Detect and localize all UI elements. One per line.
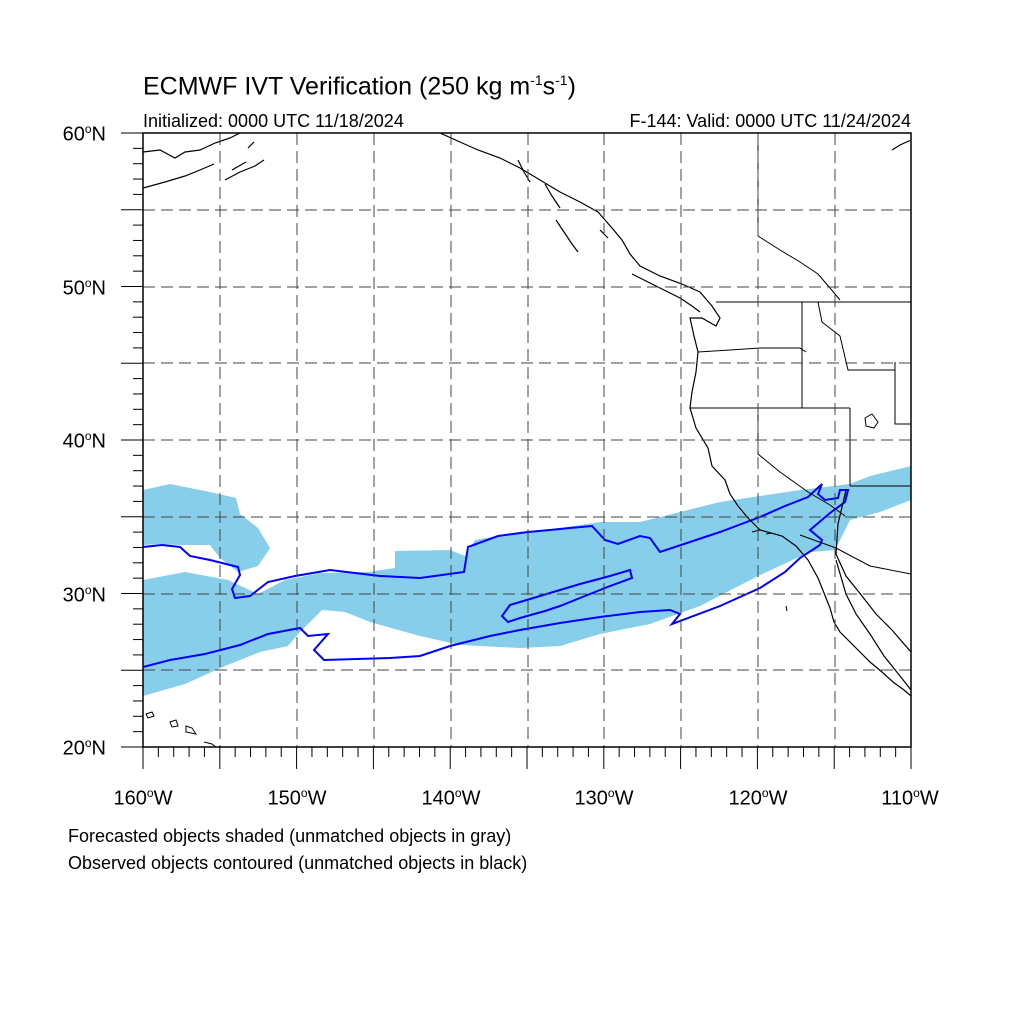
alaska-coast-2	[143, 163, 215, 189]
plot-title: ECMWF IVT Verification (250 kg m-1s-1)	[143, 72, 576, 101]
channel-islands	[751, 529, 773, 535]
border-canada-provinces	[757, 235, 841, 301]
hawaii-island-2	[169, 719, 179, 728]
lon-label-120w: 120oW	[728, 786, 788, 810]
great-salt-lake	[864, 413, 879, 429]
observed-contour-main	[143, 483, 850, 668]
political-borders	[690, 133, 911, 575]
lon-label-150w: 150oW	[267, 786, 327, 810]
axis-ticks	[121, 132, 912, 769]
border-us-mexico	[799, 534, 911, 575]
forecast-object-west	[143, 484, 270, 572]
lon-label-110w: 110oW	[881, 786, 939, 810]
alaska-islands	[224, 141, 265, 181]
lon-label-130w: 130oW	[574, 786, 634, 810]
guadalupe-island	[785, 605, 788, 612]
border-id-east	[817, 301, 895, 371]
forecast-object-main	[143, 466, 911, 696]
lat-label-50n: 50oN	[62, 276, 106, 300]
gulf-of-california-coast	[835, 489, 911, 653]
lon-label-140w: 140oW	[421, 786, 481, 810]
valid-time: F-144: Valid: 0000 UTC 11/24/2024	[629, 111, 911, 131]
lat-lon-grid	[143, 133, 911, 747]
bc-islands	[517, 159, 609, 253]
hawaii-island-1	[145, 711, 155, 719]
observed-objects	[143, 483, 850, 668]
vancouver-island	[631, 273, 701, 313]
hawaii-island-4	[203, 741, 217, 747]
border-ut-co	[894, 362, 911, 425]
lon-label-160w: 160oW	[113, 786, 173, 810]
forecast-objects	[143, 466, 911, 696]
initialized-time: Initialized: 0000 UTC 11/18/2024	[143, 111, 404, 131]
hudson-edge	[891, 139, 911, 151]
hawaii-island-3	[185, 725, 198, 735]
observed-contour-inner	[500, 568, 634, 624]
lat-label-30n: 30oN	[62, 583, 106, 607]
border-wa-or	[697, 347, 807, 353]
lat-label-20n: 20oN	[62, 736, 106, 760]
alaska-coast	[143, 133, 241, 159]
caption-forecast: Forecasted objects shaded (unmatched obj…	[68, 826, 512, 846]
caption-observed: Observed objects contoured (unmatched ob…	[68, 853, 528, 873]
islands	[145, 529, 788, 747]
lat-label-40n: 40oN	[62, 429, 106, 453]
lat-label-60n: 60oN	[62, 122, 106, 146]
